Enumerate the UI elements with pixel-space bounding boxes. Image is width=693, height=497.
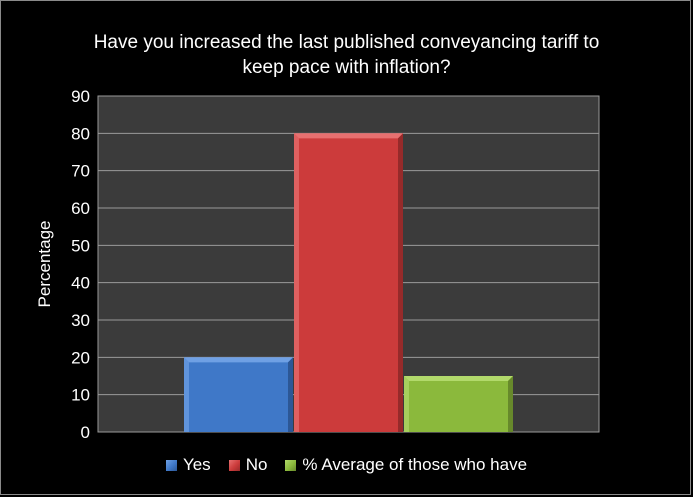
bar-average-bevel-right: [508, 376, 513, 432]
y-tick-labels: 0 10 20 30 40 50 60 70 80 90: [71, 87, 90, 442]
y-tick-label: 10: [71, 386, 90, 405]
bar-no-body: [294, 133, 403, 433]
bar-no: [294, 133, 403, 433]
y-tick-label: 90: [71, 87, 90, 106]
bar-no-bevel-left: [294, 133, 299, 433]
bar-yes-body: [184, 357, 293, 432]
legend: Yes No % Average of those who have: [0, 455, 693, 475]
bars: [184, 133, 513, 433]
bar-no-bevel-top: [294, 133, 403, 139]
y-tick-label: 60: [71, 199, 90, 218]
legend-swatch-yes: [165, 459, 177, 471]
bar-yes-bevel-left: [184, 357, 189, 432]
legend-item-no: No: [228, 455, 268, 475]
bar-yes-bevel-top: [184, 357, 293, 363]
legend-item-average: % Average of those who have: [285, 455, 527, 475]
legend-swatch-no: [228, 459, 240, 471]
y-axis-label: Percentage: [35, 221, 54, 308]
bar-yes: [184, 357, 293, 432]
chart-title-line-2: keep pace with inflation?: [242, 57, 451, 78]
chart-title: Have you increased the last published co…: [0, 30, 693, 80]
bar-average-body: [404, 376, 513, 432]
legend-label-yes: Yes: [182, 455, 211, 474]
legend-label-no: No: [245, 455, 268, 474]
legend-item-yes: Yes: [165, 455, 211, 475]
y-tick-label: 50: [71, 236, 90, 255]
y-tick-label: 30: [71, 311, 90, 330]
bar-average-bevel-top: [404, 376, 513, 381]
bar-average-bevel-left: [404, 376, 409, 432]
y-tick-label: 80: [71, 124, 90, 143]
y-tick-label: 0: [81, 423, 90, 442]
y-tick-label: 20: [71, 348, 90, 367]
bar-no-bevel-right: [398, 133, 403, 433]
legend-swatch-average: [285, 459, 297, 471]
chart-title-line-1: Have you increased the last published co…: [93, 32, 600, 53]
y-tick-label: 70: [71, 162, 90, 181]
legend-label-average: % Average of those who have: [302, 455, 528, 474]
bar-average: [404, 376, 513, 432]
bar-yes-bevel-right: [288, 357, 293, 432]
y-tick-label: 40: [71, 274, 90, 293]
